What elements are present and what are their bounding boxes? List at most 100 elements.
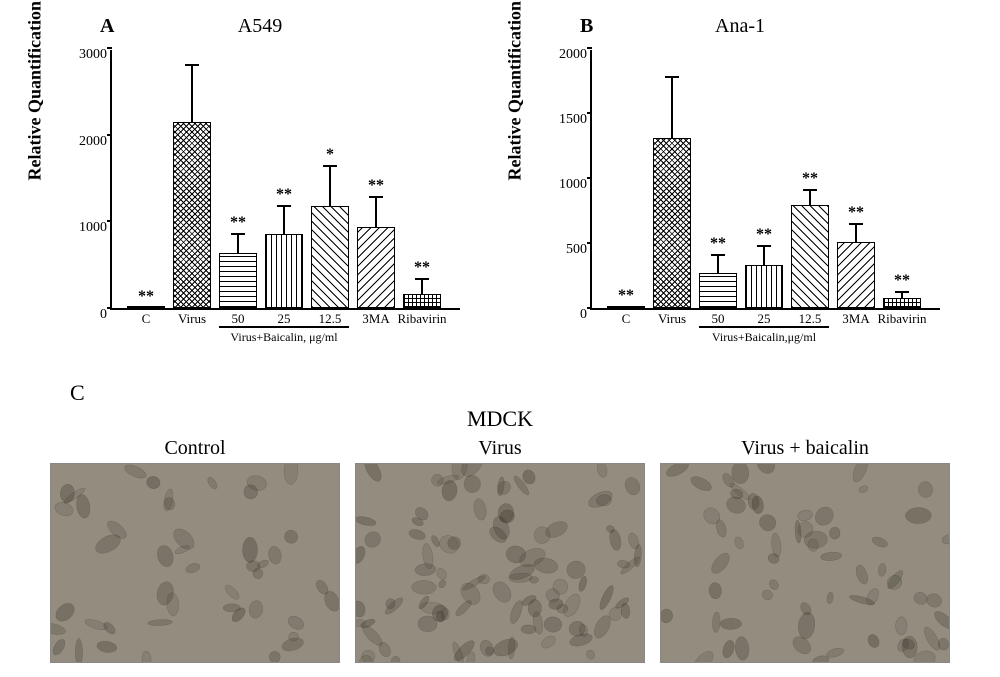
bar [403, 294, 441, 308]
error-cap [665, 76, 679, 78]
significance-mark: ** [414, 259, 430, 277]
y-tick-mark [107, 220, 112, 222]
error-bar [717, 255, 719, 273]
bar [791, 205, 829, 308]
x-group-underline [699, 326, 829, 328]
micrograph-label: Control [50, 437, 340, 463]
error-bar [329, 166, 331, 206]
error-cap [757, 245, 771, 247]
error-cap [277, 205, 291, 207]
micrograph-panel: Virus [355, 437, 645, 663]
bar [883, 298, 921, 308]
y-tick-label: 0 [100, 307, 112, 323]
x-tick-label: Ribavirin [397, 308, 446, 327]
bar [311, 206, 349, 308]
y-tick-mark [107, 47, 112, 49]
x-tick-label: 3MA [362, 308, 389, 327]
significance-mark: ** [138, 288, 154, 306]
significance-mark: ** [756, 226, 772, 244]
y-tick-label: 1000 [559, 177, 592, 193]
panel-b-letter: B [580, 15, 593, 38]
bar [745, 265, 783, 308]
y-tick-label: 2000 [79, 134, 112, 150]
error-bar [855, 224, 857, 242]
bar [699, 273, 737, 308]
micrograph-panel: Control [50, 437, 340, 663]
error-cap [849, 223, 863, 225]
micrograph-label: Virus [355, 437, 645, 463]
y-tick-mark [587, 242, 592, 244]
error-bar [283, 206, 285, 235]
charts-row: A A549 Relative Quantification 010002000… [0, 0, 1000, 380]
x-tick-label: 50 [712, 308, 725, 327]
significance-mark: ** [368, 177, 384, 195]
x-tick-label: 12.5 [319, 308, 342, 327]
bar [265, 234, 303, 308]
significance-mark: * [326, 146, 334, 164]
y-tick-label: 500 [566, 242, 592, 258]
y-tick-mark [587, 112, 592, 114]
y-tick-mark [587, 307, 592, 309]
panel-a-plot-area: 0100020003000**CVirus**50**25*12.5**3MA*… [110, 50, 460, 310]
error-bar [421, 279, 423, 294]
x-group-label: Virus+Baicalin,μg/ml [712, 330, 816, 345]
x-tick-label: 25 [278, 308, 291, 327]
error-cap [415, 278, 429, 280]
error-cap [895, 291, 909, 293]
bar [357, 227, 395, 308]
error-cap [323, 165, 337, 167]
y-tick-label: 1000 [79, 220, 112, 236]
x-tick-label: C [142, 308, 151, 327]
significance-mark: ** [710, 235, 726, 253]
significance-mark: ** [276, 186, 292, 204]
error-cap [185, 64, 199, 66]
x-group-underline [219, 326, 349, 328]
panel-c: C MDCK Control Virus Virus + baicalin [0, 380, 1000, 663]
panel-a-letter: A [100, 15, 114, 38]
x-group-label: Virus+Baicalin, μg/ml [230, 330, 337, 345]
significance-mark: ** [894, 272, 910, 290]
micrograph-image [660, 463, 950, 663]
error-cap [711, 254, 725, 256]
significance-mark: ** [618, 287, 634, 305]
panel-c-letter: C [50, 380, 950, 406]
x-tick-label: C [622, 308, 631, 327]
error-bar [671, 77, 673, 138]
micrograph-panel: Virus + baicalin [660, 437, 950, 663]
y-tick-mark [587, 47, 592, 49]
significance-mark: ** [230, 214, 246, 232]
error-bar [237, 234, 239, 253]
bar [173, 122, 211, 308]
y-tick-label: 3000 [79, 47, 112, 63]
significance-mark: ** [848, 204, 864, 222]
error-bar [191, 65, 193, 121]
y-tick-mark [107, 134, 112, 136]
panel-b-ylabel: Relative Quantification [505, 1, 526, 180]
panel-a-ylabel: Relative Quantification [25, 1, 46, 180]
panel-a-chart: A A549 Relative Quantification 010002000… [30, 10, 490, 380]
x-tick-label: 25 [758, 308, 771, 327]
x-tick-label: 12.5 [799, 308, 822, 327]
significance-mark: ** [802, 170, 818, 188]
bar [219, 253, 257, 308]
error-bar [763, 246, 765, 266]
y-tick-label: 1500 [559, 112, 592, 128]
y-tick-mark [107, 307, 112, 309]
y-tick-label: 2000 [559, 47, 592, 63]
x-tick-label: Ribavirin [877, 308, 926, 327]
y-tick-mark [587, 177, 592, 179]
panel-c-title: MDCK [50, 406, 950, 437]
bar [837, 242, 875, 308]
panel-b-chart: B Ana-1 Relative Quantification 05001000… [510, 10, 970, 380]
x-tick-label: 3MA [842, 308, 869, 327]
panel-b-plot-area: 0500100015002000**CVirus**50**25**12.5**… [590, 50, 940, 310]
panel-b-title: Ana-1 [715, 15, 765, 38]
error-bar [375, 197, 377, 226]
micrograph-row: Control Virus Virus + baicalin [50, 437, 950, 663]
x-tick-label: Virus [658, 308, 686, 327]
x-tick-label: 50 [232, 308, 245, 327]
y-tick-label: 0 [580, 307, 592, 323]
bar [653, 138, 691, 308]
x-tick-label: Virus [178, 308, 206, 327]
micrograph-image [50, 463, 340, 663]
